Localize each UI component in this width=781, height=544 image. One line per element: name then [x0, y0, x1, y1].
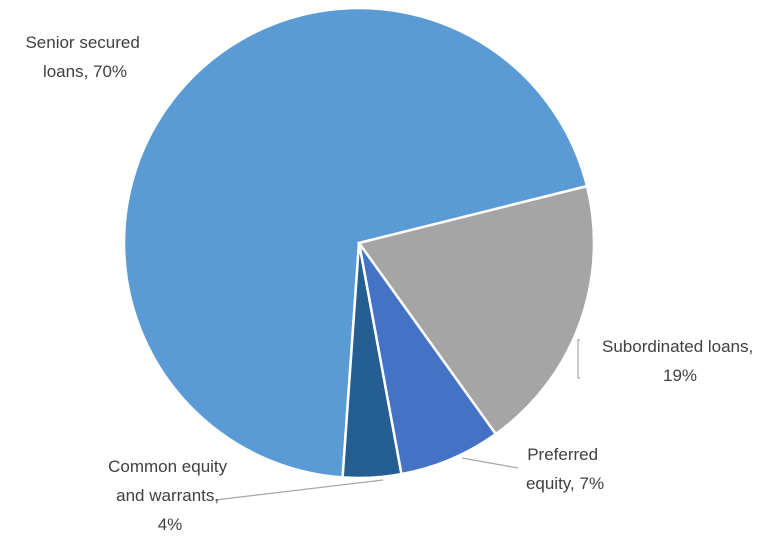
- leader-line: [577, 339, 580, 379]
- pie-slice: [356, 184, 596, 436]
- data-label: Preferred equity, 7%: [526, 445, 604, 493]
- leader-line: [461, 457, 519, 469]
- pie-slice: [357, 242, 498, 476]
- label-line: Subordinated loans,: [602, 337, 758, 356]
- data-label: Common equity and warrants, 4%: [108, 457, 232, 534]
- leader-line: [214, 479, 384, 501]
- label-line: 4%: [158, 515, 183, 534]
- label-line: and warrants,: [116, 486, 224, 505]
- label-line: Common equity: [108, 457, 232, 476]
- pie-slice: [122, 6, 589, 479]
- label-line: loans, 70%: [43, 62, 127, 81]
- label-line: Senior secured: [25, 33, 144, 52]
- label-line: Preferred: [527, 445, 603, 464]
- label-line: equity, 7%: [526, 474, 604, 493]
- data-label: Senior secured loans, 70%: [25, 33, 144, 81]
- label-line: 19%: [663, 366, 697, 385]
- data-label: Subordinated loans, 19%: [602, 337, 758, 385]
- pie-slice: [341, 242, 403, 480]
